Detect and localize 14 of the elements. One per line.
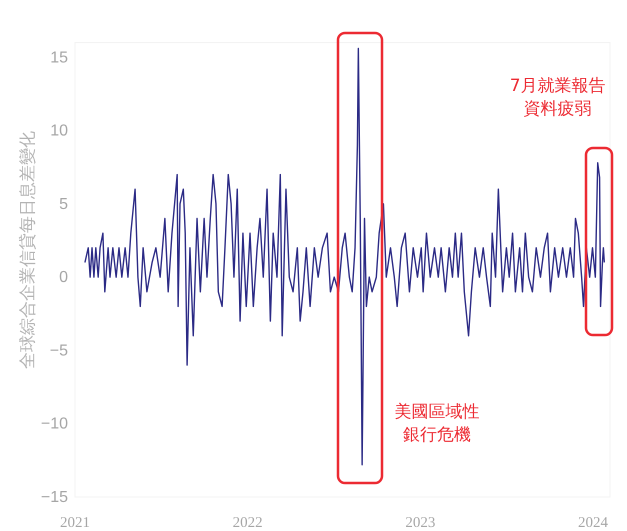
y-tick-label: −15 bbox=[40, 489, 68, 506]
y-axis-title: 全球綜合企業信貸每日息差變化 bbox=[18, 131, 38, 369]
y-tick-label: 0 bbox=[59, 269, 68, 286]
y-tick-label: 5 bbox=[59, 196, 68, 213]
x-tick-label: 2021 bbox=[60, 515, 90, 531]
x-tick-label: 2023 bbox=[405, 515, 436, 531]
x-tick-label: 2024 bbox=[578, 515, 608, 531]
y-tick-label: 15 bbox=[50, 49, 68, 66]
x-tick-label: 2022 bbox=[232, 515, 263, 531]
annotation: 美國區域性銀行危機 bbox=[394, 402, 480, 445]
y-tick-label: 10 bbox=[50, 122, 68, 140]
annotation: 7月就業報告資料疲弱 bbox=[510, 76, 606, 119]
y-tick-label: −10 bbox=[40, 416, 68, 433]
y-tick-label: −5 bbox=[50, 342, 68, 360]
